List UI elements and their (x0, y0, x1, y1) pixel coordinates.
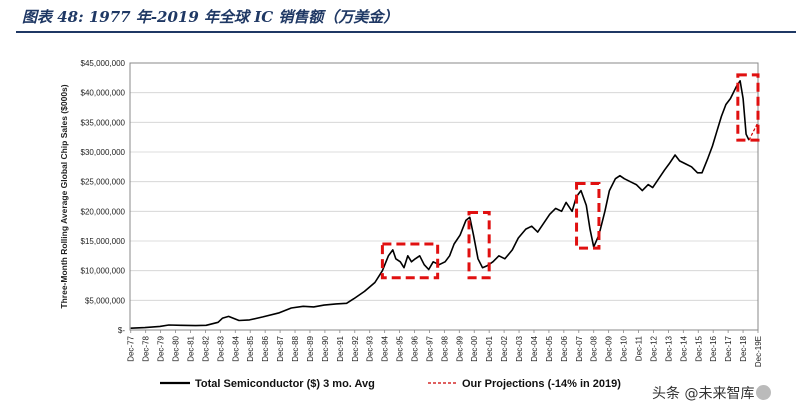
x-tick-label: Dec-92 (351, 335, 360, 361)
y-axis-ticks: $- $5,000,000 $10,000,000 $15,000,000 $20,00… (81, 59, 126, 335)
watermark: 头条 @未来智库 (652, 383, 772, 403)
x-tick-label: Dec-94 (381, 335, 390, 361)
x-axis-ticks: Dec-77 Dec-78 Dec-79 Dec-80 Dec-81 Dec-82 Dec-… (127, 330, 763, 367)
figure-title: 图表 48: 1977 年-2019 年全球 IC 销售额（万美金） (22, 8, 399, 26)
series-line-total-semiconductor (130, 80, 750, 329)
x-tick-label: Dec-89 (306, 335, 315, 361)
x-tick-label: Dec-98 (440, 335, 449, 361)
x-tick-label: Dec-11 (635, 335, 644, 361)
watermark-text: 头条 @未来智库 (652, 386, 755, 402)
x-tick-label: Dec-88 (291, 335, 300, 361)
x-tick-label: Dec-83 (216, 335, 225, 361)
y-tick-label: $25,000,000 (81, 178, 126, 187)
y-tick-label: $15,000,000 (81, 237, 126, 246)
y-tick-label: $10,000,000 (81, 267, 126, 276)
y-axis-label: Three-Month Rolling Average Global Chip … (59, 84, 69, 308)
x-tick-label: Dec-80 (172, 335, 181, 361)
y-tick-label: $45,000,000 (81, 59, 126, 68)
figure-title-bar: 图表 48: 1977 年-2019 年全球 IC 销售额（万美金） (0, 0, 807, 33)
legend: Total Semiconductor ($) 3 mo. Avg Our Pr… (160, 378, 621, 390)
x-tick-label: Dec-87 (276, 335, 285, 361)
x-tick-label: Dec-10 (620, 335, 629, 361)
x-tick-label: Dec-81 (186, 335, 195, 361)
x-tick-label: Dec-08 (590, 335, 599, 361)
x-tick-label: Dec-77 (127, 335, 136, 361)
x-tick-label: Dec-91 (336, 335, 345, 361)
x-tick-label: Dec-95 (396, 335, 405, 361)
y-tick-label: $40,000,000 (81, 89, 126, 98)
x-tick-label: Dec-05 (545, 335, 554, 361)
x-tick-label: Dec-17 (724, 335, 733, 361)
x-tick-label: Dec-14 (679, 335, 688, 361)
title-rule (16, 31, 796, 33)
plot-area-frame (129, 62, 759, 331)
x-tick-label: Dec-96 (411, 335, 420, 361)
x-tick-label: Dec-18 (739, 335, 748, 361)
x-tick-label: Dec-79 (157, 335, 166, 361)
y-tick-label: $20,000,000 (81, 207, 126, 216)
x-tick-label: Dec-13 (664, 335, 673, 361)
x-tick-label: Dec-90 (321, 335, 330, 361)
x-tick-label: Dec-12 (649, 335, 658, 361)
highlight-box (575, 181, 601, 250)
x-tick-label: Dec-03 (515, 335, 524, 361)
x-tick-label: Dec-99 (455, 335, 464, 361)
x-tick-label: Dec-97 (425, 335, 434, 361)
series-layer (130, 80, 759, 329)
highlight-box (380, 242, 440, 280)
y-tick-label: $30,000,000 (81, 148, 126, 157)
x-tick-label: Dec-00 (470, 335, 479, 361)
x-tick-label: Dec-93 (366, 335, 375, 361)
x-tick-label: Dec-82 (201, 335, 210, 361)
x-tick-label: Dec-09 (605, 335, 614, 361)
y-tick-label: $35,000,000 (81, 118, 126, 127)
x-tick-label: Dec-78 (142, 335, 151, 361)
x-tick-label: Dec-85 (246, 335, 255, 361)
x-tick-label: Dec-02 (500, 335, 509, 361)
y-tick-label: $5,000,000 (85, 296, 126, 305)
x-tick-label: Dec-15 (694, 335, 703, 361)
x-tick-label: Dec-04 (530, 335, 539, 361)
legend-label-total-semiconductor: Total Semiconductor ($) 3 mo. Avg (195, 378, 375, 390)
highlight-boxes (380, 73, 760, 280)
grid-layer (130, 62, 758, 331)
x-tick-label: Dec-19E (754, 336, 763, 367)
watermark-logo-icon (756, 385, 772, 400)
x-tick-label: Dec-06 (560, 335, 569, 361)
x-tick-label: Dec-84 (231, 335, 240, 361)
x-tick-label: Dec-01 (485, 335, 494, 361)
legend-label-projections: Our Projections (-14% in 2019) (462, 378, 621, 390)
x-tick-label: Dec-86 (261, 335, 270, 361)
y-tick-label: $- (118, 326, 125, 335)
x-tick-label: Dec-16 (709, 335, 718, 361)
highlight-box (467, 211, 491, 280)
x-tick-label: Dec-07 (575, 335, 584, 361)
